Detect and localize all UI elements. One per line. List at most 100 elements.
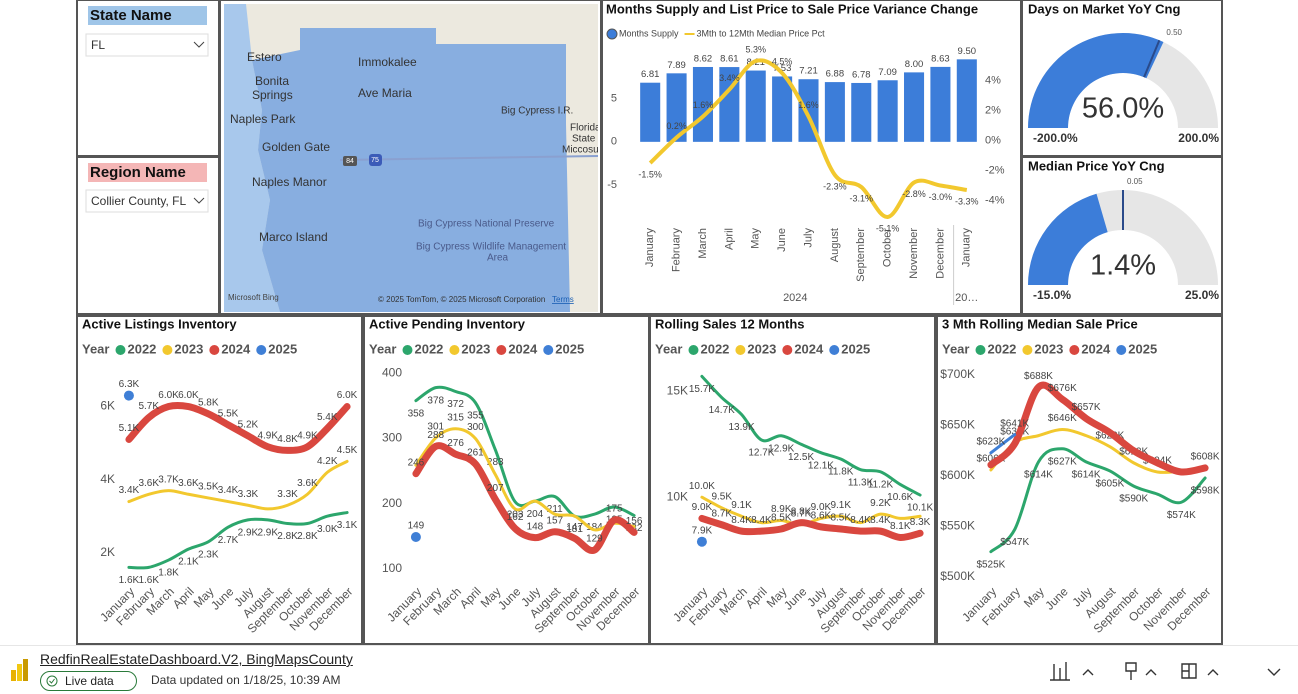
y-tick-label: 6K [100, 399, 115, 413]
target-label: 0.05 [1127, 177, 1143, 186]
data-label: 8.4K [731, 515, 752, 526]
point [410, 531, 421, 542]
data-label: $688K [1024, 371, 1053, 382]
legend-swatch [975, 345, 986, 355]
data-label: $646K [1048, 413, 1077, 424]
data-label: 4.5% [772, 56, 793, 66]
data-label: 6.88 [826, 69, 845, 80]
dropdown[interactable] [85, 189, 209, 213]
place: Miccosul [562, 145, 601, 156]
chevron [193, 197, 205, 204]
data-label: 12.1K [808, 460, 834, 471]
line [648, 58, 968, 219]
data-label: 9.2K [870, 498, 891, 509]
line [414, 427, 636, 532]
slicer-title: Region Name [90, 164, 186, 181]
line [125, 401, 351, 454]
data-label: -2.3% [823, 181, 847, 191]
place: State [572, 134, 596, 145]
data-label: 1.6K [138, 575, 159, 586]
chevron[interactable] [1145, 669, 1157, 676]
data-label: 12.9K [768, 443, 794, 454]
gauge-fill [1028, 33, 1164, 128]
y-tick-label: $550K [940, 519, 975, 533]
visual-button[interactable] [1050, 662, 1070, 681]
place: Naples Manor [252, 175, 327, 189]
data-label: 4.8K [277, 434, 298, 445]
data-label: 8.4K [850, 515, 871, 526]
data-label: 10.1K [907, 503, 933, 514]
data-label: 8.61 [720, 54, 739, 65]
legend-swatch [449, 345, 460, 355]
legend-swatch [688, 345, 699, 355]
chevron[interactable] [1207, 669, 1219, 676]
bar [666, 73, 687, 142]
y-tick-label: $650K [940, 418, 975, 432]
data-label: 8.00 [905, 59, 924, 70]
map-terms[interactable]: Terms [552, 295, 574, 304]
map[interactable]: 84 75 Estero Bonita Springs Immokalee Av… [224, 4, 601, 312]
data-label: $608K [1191, 452, 1220, 463]
place: Golden Gate [262, 140, 330, 154]
data-label: 2.9K [238, 528, 259, 539]
bar [956, 59, 977, 142]
dropdown[interactable] [85, 33, 209, 57]
data-label: 10.0K [689, 481, 715, 492]
data-label: -3.1% [850, 193, 874, 203]
legend-label: Months Supply [619, 28, 679, 38]
data-label: 12.7K [748, 448, 774, 459]
line [989, 428, 1207, 474]
live-label: Live data [65, 674, 114, 688]
line [412, 442, 638, 554]
place: Big Cypress National Preserve [418, 219, 555, 230]
y-tick-label: 100 [382, 561, 402, 575]
bar [877, 80, 898, 142]
format-button[interactable] [1125, 662, 1137, 680]
data-label: 156 [626, 516, 643, 527]
bar [904, 72, 925, 142]
live-icon [46, 675, 58, 687]
y2-tick-label: 2% [985, 104, 1001, 116]
legend-label: 2024 [508, 341, 538, 356]
data-label: 9.1K [830, 500, 851, 511]
legend-swatch [543, 345, 554, 355]
y-tick-label: 4K [100, 472, 115, 486]
chart-title: Active Listings Inventory [82, 316, 237, 331]
data-label: -3.0% [929, 192, 953, 202]
legend-label: 2025 [555, 341, 584, 356]
bar [930, 66, 951, 142]
place: Springs [252, 88, 293, 102]
view-button[interactable] [1181, 663, 1197, 679]
expand[interactable] [1267, 668, 1281, 676]
x-tick-label: October [882, 228, 894, 267]
line [127, 511, 349, 570]
slicer[interactable]: Region Name Collier County, FL [85, 163, 209, 213]
chart-title: Active Pending Inventory [369, 316, 526, 331]
legend-swatch [782, 345, 793, 355]
y-tick-label: $600K [940, 468, 975, 482]
legend-swatch [829, 345, 840, 355]
data-label: 315 [447, 412, 464, 423]
legend-swatch [1069, 345, 1080, 355]
data-label: $623K [976, 436, 1005, 447]
report-name[interactable]: RedfinRealEstateDashboard.V2, BingMapsCo… [40, 651, 353, 667]
app-icon [11, 659, 28, 681]
map-water [224, 4, 280, 312]
place: Big Cypress Wildlife Management [416, 242, 566, 253]
x-tick-label: May [750, 228, 762, 249]
data-label: 8.7K [791, 508, 812, 519]
data-label: 5.8K [198, 398, 219, 409]
data-label: 3.4K [218, 485, 239, 496]
y2-tick-label: 0% [985, 134, 1001, 146]
data-label: $574K [1167, 510, 1196, 521]
bar [745, 70, 766, 142]
line [127, 459, 349, 511]
dashboard: State Name FL Region Name Collier County… [76, 0, 1223, 645]
slicer[interactable]: State Name FL [85, 6, 209, 57]
legend-swatch [162, 345, 173, 355]
chevron[interactable] [1082, 669, 1094, 676]
data-label: 283 [487, 457, 504, 468]
legend-label: 2022 [700, 341, 729, 356]
y-tick-label: 2K [100, 545, 115, 559]
live-badge[interactable]: Live data [40, 671, 137, 691]
